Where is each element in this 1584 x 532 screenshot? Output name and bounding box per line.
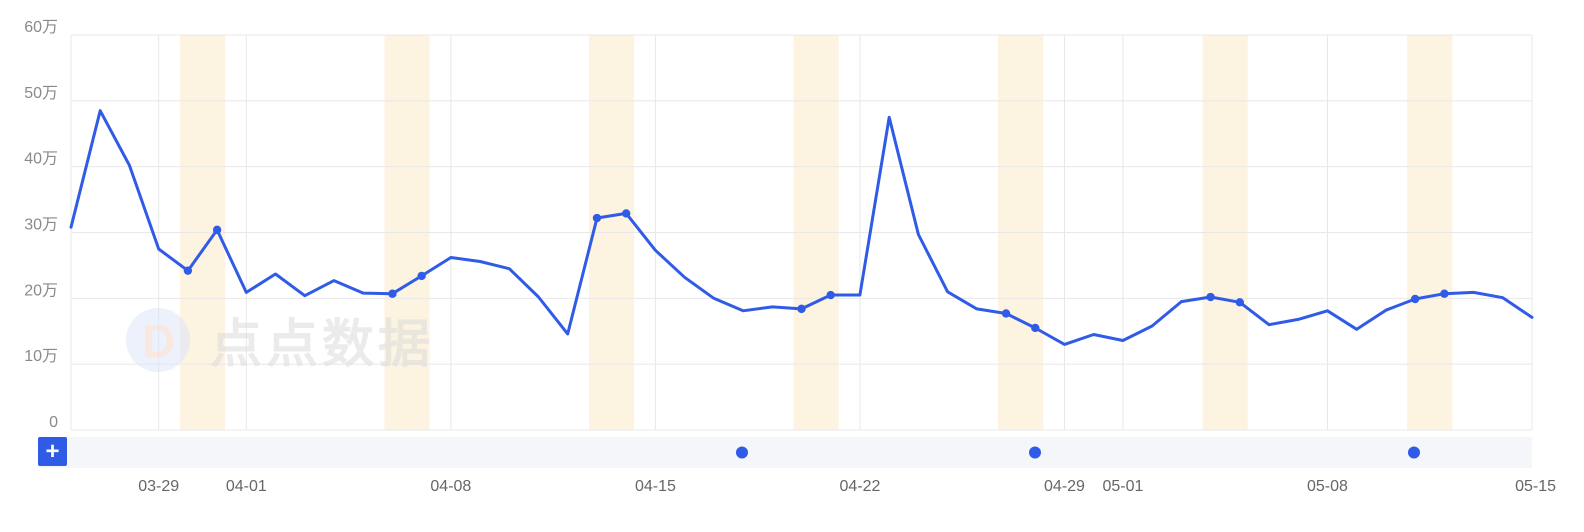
data-point-marker [212, 225, 222, 235]
scrollbar-event-dot[interactable] [1029, 446, 1041, 459]
x-tick-label: 05-15 [1515, 478, 1556, 495]
y-tick-label: 60万 [24, 19, 58, 36]
y-tick-label: 10万 [24, 348, 58, 365]
x-tick-label: 04-29 [1044, 478, 1085, 495]
y-tick-label: 0 [49, 414, 58, 431]
data-point-marker [183, 266, 193, 275]
scrollbar-track[interactable] [39, 437, 1532, 468]
data-point-marker [1031, 323, 1040, 333]
data-point-marker [1440, 289, 1449, 298]
range-scrollbar[interactable]: + [38, 437, 1532, 468]
series-markers [183, 209, 1449, 333]
y-tick-label: 50万 [24, 85, 58, 102]
x-tick-label: 04-08 [430, 478, 471, 495]
watermark-logo: D 点点数据 [126, 308, 434, 374]
y-tick-label: 40万 [24, 151, 58, 168]
scrollbar-event-dot[interactable] [1408, 446, 1420, 459]
watermark-logo-circle [126, 308, 190, 372]
data-point-marker [388, 289, 397, 298]
scrollbar-event-dot[interactable] [736, 446, 748, 459]
data-point-marker [1206, 292, 1215, 302]
data-point-marker [826, 290, 835, 300]
data-point-marker [797, 304, 806, 314]
data-point-marker [417, 271, 426, 281]
watermark-logo-letter: D [142, 315, 175, 367]
data-point-marker [1001, 309, 1011, 318]
x-axis: 03-29 04-01 04-08 04-15 04-22 04-29 05-01 05-08… [138, 478, 1556, 495]
data-point-marker [1235, 298, 1245, 307]
data-point-marker [1410, 294, 1420, 304]
data-point-marker [621, 209, 631, 218]
y-tick-label: 20万 [24, 282, 58, 299]
x-tick-label: 05-08 [1307, 478, 1348, 495]
y-tick-label: 30万 [24, 217, 58, 234]
x-tick-label: 04-15 [635, 478, 676, 495]
watermark-text: 点点数据 [210, 316, 434, 374]
grid-lines [70, 34, 1533, 431]
data-point-marker [592, 213, 602, 223]
x-tick-label: 04-22 [839, 478, 880, 495]
zoom-plus-label: + [45, 438, 59, 465]
x-tick-label: 05-01 [1102, 478, 1143, 495]
x-tick-label: 04-01 [226, 478, 267, 495]
y-axis: 0 10万 20万 30万 40万 50万 60万 [24, 19, 58, 431]
zoom-plus-button[interactable] [38, 437, 67, 466]
x-tick-label: 03-29 [138, 478, 179, 495]
